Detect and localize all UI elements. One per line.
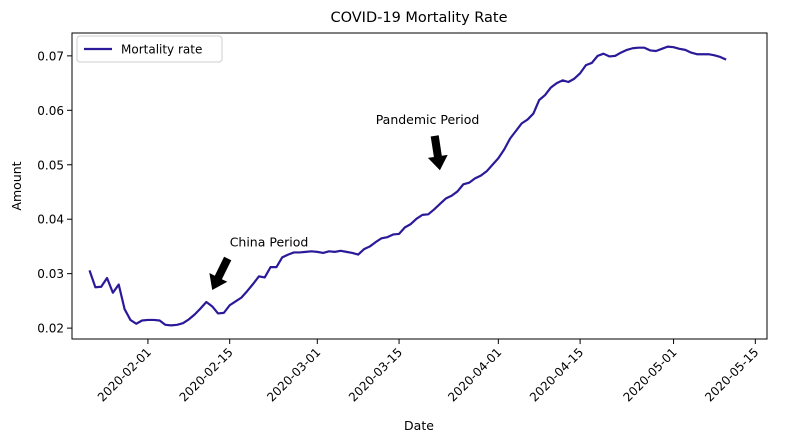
- y-axis-title: Amount: [9, 161, 24, 210]
- y-tick-label: 0.02: [37, 322, 64, 336]
- legend-label-mortality-rate: Mortality rate: [121, 43, 202, 57]
- x-tick-label: 2020-04-15: [527, 345, 586, 404]
- chart-title: COVID-19 Mortality Rate: [330, 10, 507, 26]
- x-tick-label: 2020-02-15: [177, 345, 236, 404]
- y-tick-label: 0.06: [37, 104, 64, 118]
- plot-frame: [71, 32, 768, 340]
- x-tick-label: 2020-04-01: [445, 345, 504, 404]
- y-tick-label: 0.07: [37, 49, 64, 63]
- x-tick-label: 2020-03-01: [264, 345, 323, 404]
- x-axis: 2020-02-01 2020-02-15 2020-03-01 2020-03-15…: [95, 339, 761, 404]
- x-tick-label: 2020-05-15: [702, 345, 761, 404]
- annotation-arrow: [209, 256, 232, 290]
- annotations: China Period Pandemic Period: [209, 112, 479, 290]
- annotation-label: Pandemic Period: [376, 112, 480, 127]
- y-tick-label: 0.03: [37, 267, 64, 281]
- y-tick-label: 0.05: [37, 158, 64, 172]
- x-tick-label: 2020-05-01: [620, 345, 679, 404]
- legend: Mortality rate: [76, 35, 223, 63]
- legend-frame: [76, 35, 223, 63]
- plot-area: [71, 32, 768, 340]
- annotation-label: China Period: [230, 234, 309, 249]
- series-line-mortality-rate: [88, 45, 727, 327]
- y-tick-label: 0.04: [37, 213, 64, 227]
- annotation-arrow: [427, 135, 448, 171]
- x-tick-label: 2020-02-01: [95, 345, 154, 404]
- x-tick-label: 2020-03-15: [346, 345, 405, 404]
- x-axis-title: Date: [404, 418, 434, 433]
- y-axis: 0.02 0.03 0.04 0.05 0.06 0.07: [37, 49, 72, 336]
